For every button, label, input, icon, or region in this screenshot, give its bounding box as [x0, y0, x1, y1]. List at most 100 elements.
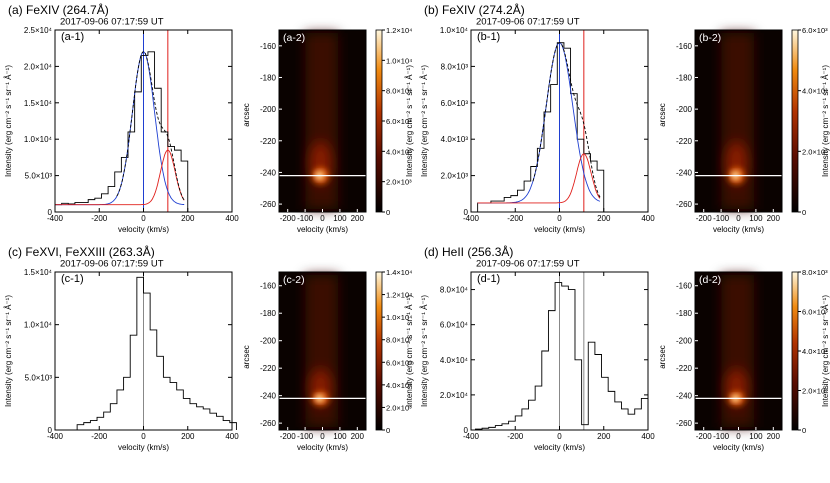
x-tick-label: -400 — [47, 432, 64, 441]
map-y-tick-label: -200 — [676, 337, 693, 346]
spectral-map: -200 -100 0 100 200-160-180-200-220-240-260(… — [658, 271, 783, 452]
colorbar-tick-label: 2.0×10³ — [802, 147, 828, 156]
map-y-tick-label: -260 — [260, 200, 277, 209]
fit-component-red — [477, 153, 601, 204]
x-tick-label: 400 — [641, 214, 655, 223]
map-x-tick-label: -200 — [280, 432, 297, 441]
map-y-tick-label: -180 — [676, 73, 693, 82]
map-y-tick-label: -260 — [676, 200, 693, 209]
y-tick-label: 6.0×10⁴ — [440, 321, 469, 330]
fit-component-blue — [55, 51, 185, 206]
map-x-axis-label: velocity (km/s) — [713, 443, 764, 452]
x-tick-label: -200 — [91, 214, 108, 223]
map-y-tick-label: -220 — [676, 364, 693, 373]
map-y-tick-label: -160 — [676, 282, 693, 291]
y-tick-label: 4.0×10⁴ — [440, 356, 469, 365]
colorbar-axis-label: Intensity (erg cm⁻² s⁻¹ sr⁻¹ Å⁻¹) — [405, 295, 414, 407]
panel-c: (c) FeXVI, FeXXIII (263.3Å)2017-09-06 07… — [4, 244, 414, 452]
map-x-tick-label: -100 — [713, 432, 730, 441]
map-x-tick-label: 100 — [333, 214, 347, 223]
y-tick-label: 5.0×10³ — [25, 172, 53, 181]
histogram-series — [76, 276, 237, 430]
colorbar-tick-label: 1.0×10⁴ — [386, 313, 412, 322]
map-x-tick-label: 0 — [320, 214, 325, 223]
colorbar-gradient — [375, 29, 383, 213]
colorbar-tick-label: 0 — [802, 426, 806, 435]
timestamp: 2017-09-06 07:17:59 UT — [476, 17, 580, 28]
y-tick-label: 2.0×10⁴ — [440, 391, 469, 400]
line-profile-plot: -400 -200 0 200 400 0 2.0×10⁴ 4.0×10⁴ 6.0×10⁴ 8.0… — [420, 271, 655, 452]
map-x-tick-label: 100 — [749, 432, 763, 441]
map-y-tick-label: -240 — [260, 168, 277, 177]
x-tick-label: 0 — [141, 214, 146, 223]
map-x-tick-label: 100 — [333, 432, 347, 441]
map-y-axis-label: arcsec — [242, 345, 251, 369]
x-tick-label: 200 — [597, 214, 611, 223]
map-y-tick-label: -220 — [260, 137, 277, 146]
map-x-tick-label: 0 — [320, 432, 325, 441]
map-x-tick-label: -200 — [280, 214, 297, 223]
map-x-tick-label: -100 — [297, 214, 314, 223]
map-x-tick-label: -100 — [713, 214, 730, 223]
colorbar-tick-label: 1.2×10⁴ — [386, 26, 412, 35]
map-x-tick-label: 0 — [736, 432, 741, 441]
map-x-tick-label: 200 — [767, 214, 781, 223]
map-panel-label: (b-2) — [699, 32, 721, 44]
colorbar-gradient — [791, 271, 799, 431]
x-tick-label: -400 — [463, 214, 480, 223]
map-x-axis-label: velocity (km/s) — [713, 225, 764, 234]
panel-d: (d) HeII (256.3Å)2017-09-06 07:17:59 UT-… — [420, 244, 830, 452]
x-tick-label: 400 — [225, 214, 239, 223]
map-x-tick-label: 200 — [351, 214, 365, 223]
y-axis-label: Intensity (erg cm⁻² s⁻¹ sr⁻¹ Å⁻¹) — [4, 65, 13, 177]
panel-title: (a) FeXIV (264.7Å) — [8, 2, 109, 17]
y-tick-label: 1.0×10⁴ — [24, 321, 53, 330]
colorbar-tick-label: 8.0×10³ — [802, 268, 828, 277]
y-tick-label: 6.0×10³ — [441, 99, 469, 108]
y-tick-label: 2.0×10³ — [441, 172, 469, 181]
map-x-axis-label: velocity (km/s) — [297, 225, 348, 234]
map-y-tick-label: -180 — [260, 309, 277, 318]
x-tick-label: -200 — [507, 432, 524, 441]
line-profile-plot: -400 -200 0 200 400 0 5.0×10³ 1.0×10⁴ 1.5×10⁴ (c-… — [4, 268, 239, 452]
timestamp: 2017-09-06 07:17:59 UT — [476, 259, 580, 270]
colorbar-tick-label: 2.0×10³ — [386, 403, 412, 412]
timestamp: 2017-09-06 07:17:59 UT — [60, 259, 164, 270]
fit-component-black-dashed — [532, 42, 601, 198]
x-axis-label: velocity (km/s) — [118, 225, 169, 234]
x-tick-label: 0 — [141, 432, 146, 441]
x-tick-label: 400 — [641, 432, 655, 441]
map-y-tick-label: -180 — [676, 309, 693, 318]
colorbar-axis-label: Intensity (erg cm⁻² s⁻¹ sr⁻¹ Å⁻¹) — [821, 65, 830, 177]
map-x-tick-label: -100 — [297, 432, 314, 441]
y-tick-label: 0 — [48, 426, 53, 435]
x-tick-label: -400 — [463, 432, 480, 441]
y-tick-label: 0 — [48, 208, 53, 217]
colorbar-tick-label: 1.2×10⁴ — [386, 291, 412, 300]
spectral-map: -200 -100 0 100 200-160-180-200-220-240-260(… — [242, 29, 367, 234]
colorbar-tick-label: 4.0×10³ — [802, 87, 828, 96]
colorbar-tick-label: 1.0×10⁴ — [386, 56, 412, 65]
map-y-tick-label: -220 — [260, 364, 277, 373]
y-tick-label: 4.0×10³ — [441, 135, 469, 144]
map-x-tick-label: 200 — [767, 432, 781, 441]
histogram-series — [474, 282, 649, 430]
colorbar-tick-label: 8.0×10³ — [386, 336, 412, 345]
colorbar-tick-label: 2.0×10³ — [802, 387, 828, 396]
line-panel-label: (a-1) — [61, 31, 84, 43]
x-tick-label: -200 — [91, 432, 108, 441]
map-y-axis-label: arcsec — [658, 345, 667, 369]
y-tick-label: 2.5×10⁴ — [24, 26, 53, 35]
map-y-tick-label: -220 — [676, 137, 693, 146]
y-tick-label: 0 — [464, 426, 469, 435]
map-x-tick-label: 0 — [736, 214, 741, 223]
map-y-tick-label: -260 — [260, 419, 277, 428]
map-y-tick-label: -160 — [676, 42, 693, 51]
map-x-tick-label: 200 — [351, 432, 365, 441]
x-tick-label: 200 — [181, 214, 195, 223]
x-tick-label: 0 — [557, 432, 562, 441]
histogram-series — [477, 42, 605, 212]
fit-component-black-dashed — [116, 51, 185, 201]
map-panel-label: (a-2) — [283, 32, 305, 44]
panel-title: (b) FeXIV (274.2Å) — [424, 2, 525, 17]
